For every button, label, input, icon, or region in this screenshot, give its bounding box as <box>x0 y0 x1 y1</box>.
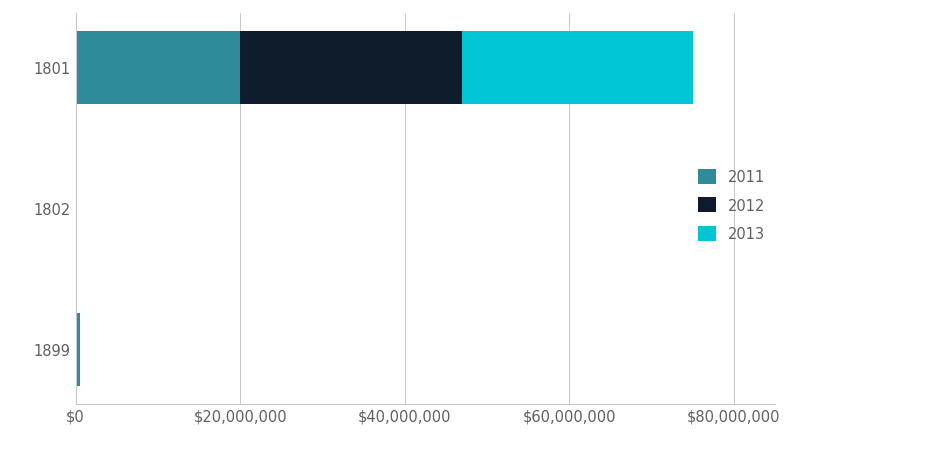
Bar <box>462 32 692 105</box>
Bar <box>76 32 240 105</box>
Bar <box>240 32 462 105</box>
Legend: 2011, 2012, 2013: 2011, 2012, 2013 <box>698 169 764 241</box>
Bar <box>76 313 79 386</box>
